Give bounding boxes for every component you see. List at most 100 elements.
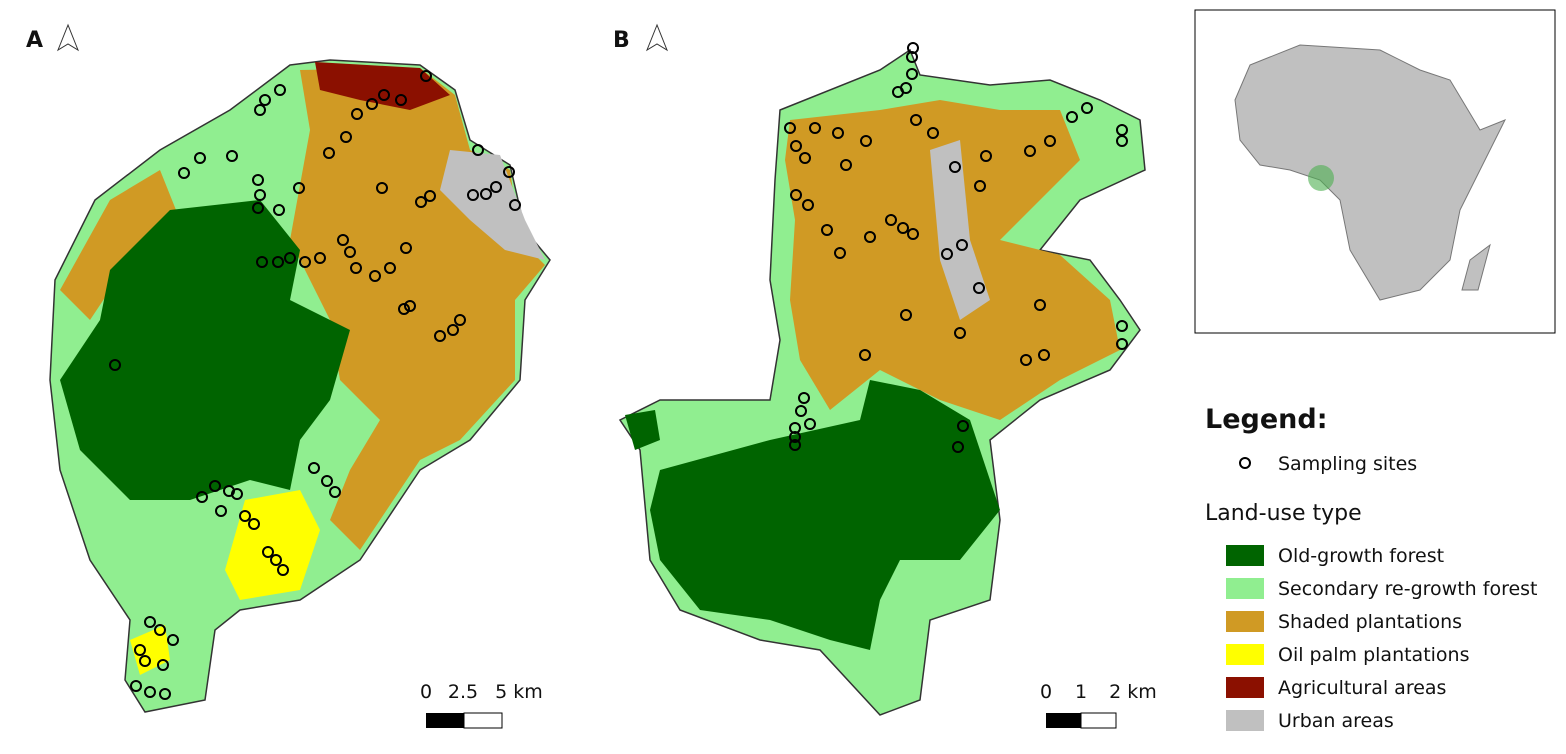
- sampling-site: [434, 330, 446, 342]
- legend-site-symbol: [1239, 457, 1251, 469]
- sampling-site: [957, 420, 969, 432]
- sampling-site: [802, 199, 814, 211]
- sampling-site: [789, 431, 801, 443]
- sampling-site: [864, 231, 876, 243]
- sampling-site: [1081, 102, 1093, 114]
- sampling-site: [130, 680, 142, 692]
- sampling-site: [340, 131, 352, 143]
- sampling-site: [196, 491, 208, 503]
- sampling-site: [314, 252, 326, 264]
- sampling-site: [927, 127, 939, 139]
- sampling-site: [892, 86, 904, 98]
- scale-label: 5 km: [495, 681, 543, 703]
- sampling-site: [167, 634, 179, 646]
- sampling-site: [384, 262, 396, 274]
- sampling-site: [784, 122, 796, 134]
- scale-bar: [426, 713, 464, 728]
- legend-label: Shaded plantations: [1278, 611, 1462, 633]
- sampling-site: [404, 300, 416, 312]
- sampling-site: [329, 486, 341, 498]
- sampling-site: [209, 480, 221, 492]
- sampling-site: [262, 546, 274, 558]
- region: [60, 170, 180, 320]
- sampling-site: [472, 144, 484, 156]
- legend-label: Oil palm plantations: [1278, 644, 1470, 666]
- region: [650, 380, 1000, 650]
- sampling-site: [834, 247, 846, 259]
- sampling-site: [1116, 135, 1128, 147]
- sampling-site: [840, 159, 852, 171]
- sampling-site: [420, 70, 432, 82]
- scale-bar: [463, 712, 503, 729]
- sampling-site: [809, 122, 821, 134]
- africa: [1234, 44, 1507, 301]
- sampling-site: [832, 127, 844, 139]
- sampling-site: [159, 688, 171, 700]
- sampling-site: [503, 166, 515, 178]
- sampling-site: [907, 228, 919, 240]
- sampling-site: [798, 392, 810, 404]
- sampling-site: [1066, 111, 1078, 123]
- scale-label: 2 km: [1109, 681, 1157, 703]
- sampling-site: [134, 644, 146, 656]
- sampling-site: [900, 309, 912, 321]
- sampling-site: [795, 405, 807, 417]
- sampling-site: [885, 214, 897, 226]
- sampling-site: [910, 114, 922, 126]
- sampling-site: [952, 441, 964, 453]
- panel-label: B: [613, 28, 630, 53]
- sampling-site: [949, 161, 961, 173]
- sampling-site: [231, 488, 243, 500]
- sampling-site: [321, 475, 333, 487]
- region: [930, 140, 990, 320]
- island-a: [49, 59, 551, 713]
- sampling-site: [447, 324, 459, 336]
- sampling-site: [376, 182, 388, 194]
- sampling-site: [259, 94, 271, 106]
- sampling-site: [293, 182, 305, 194]
- sampling-site: [366, 98, 378, 110]
- sampling-site: [248, 518, 260, 530]
- sampling-site: [215, 505, 227, 517]
- sampling-site: [490, 181, 502, 193]
- legend-label: Urban areas: [1278, 710, 1394, 732]
- scale-bar: [1080, 712, 1117, 729]
- sampling-site: [789, 439, 801, 451]
- sampling-site: [790, 140, 802, 152]
- sampling-site: [400, 242, 412, 254]
- sampling-site: [308, 462, 320, 474]
- sampling-site: [454, 314, 466, 326]
- sampling-site: [954, 327, 966, 339]
- sampling-site: [1020, 354, 1032, 366]
- north-arrow: [56, 23, 80, 52]
- sampling-site: [337, 234, 349, 246]
- region: [315, 62, 450, 110]
- sampling-site: [299, 256, 311, 268]
- scale-label: 0: [420, 681, 432, 703]
- legend-label: Old-growth forest: [1278, 545, 1444, 567]
- sampling-site: [509, 199, 521, 211]
- sampling-site: [273, 204, 285, 216]
- sampling-site: [1116, 338, 1128, 350]
- sampling-site: [254, 104, 266, 116]
- legend-label: Sampling sites: [1278, 453, 1417, 475]
- sampling-site: [1034, 299, 1046, 311]
- sampling-site: [790, 189, 802, 201]
- legend-swatch: [1226, 545, 1264, 566]
- sampling-site: [252, 174, 264, 186]
- sampling-site: [941, 248, 953, 260]
- scale-label: 1: [1075, 681, 1087, 703]
- sampling-site: [980, 150, 992, 162]
- legend-swatch: [1226, 578, 1264, 599]
- sampling-site: [194, 152, 206, 164]
- sampling-site: [804, 418, 816, 430]
- sampling-site: [323, 147, 335, 159]
- sampling-site: [398, 303, 410, 315]
- sampling-site: [144, 686, 156, 698]
- legend-swatch: [1226, 611, 1264, 632]
- region: [225, 490, 320, 600]
- sampling-site: [254, 189, 266, 201]
- sampling-site: [350, 262, 362, 274]
- sampling-site: [144, 616, 156, 628]
- sampling-site: [226, 150, 238, 162]
